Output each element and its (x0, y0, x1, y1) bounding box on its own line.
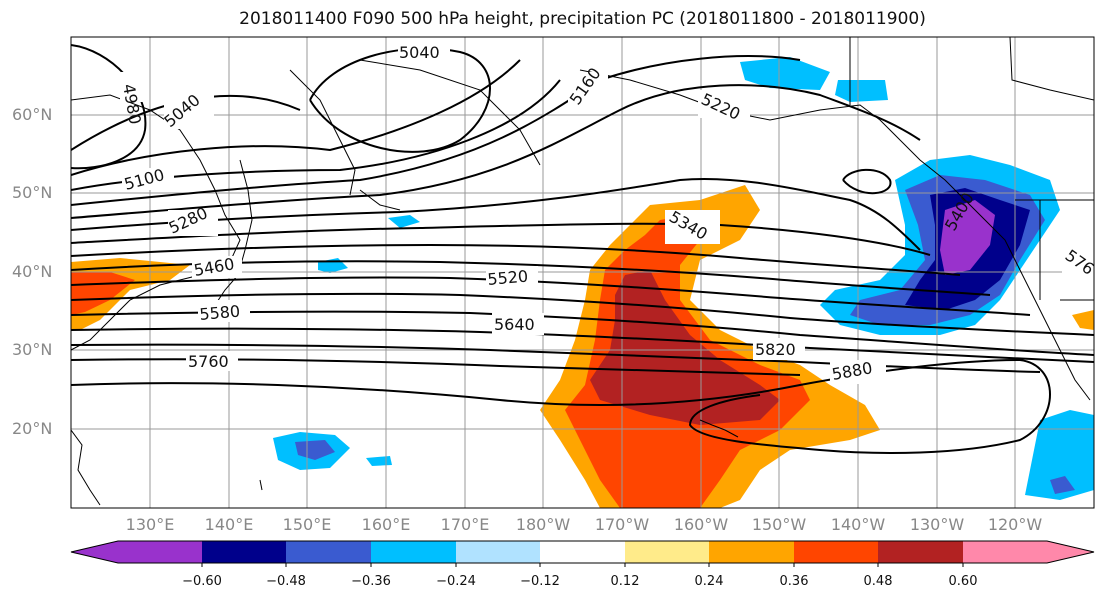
contour-label: 5040 (399, 43, 440, 62)
lon-label: 150°E (282, 515, 332, 534)
lon-label: 170°E (440, 515, 490, 534)
colorbar-segment (71, 541, 202, 563)
colorbar-segment (286, 541, 371, 563)
colorbar-tick-label: 0.48 (863, 574, 893, 589)
colorbar-tick-label: −0.60 (182, 574, 222, 589)
lon-label: 150°W (751, 515, 807, 534)
lat-label: 30°N (12, 340, 53, 359)
colorbar-tick-label: 0.36 (779, 574, 809, 589)
map-title: 2018011400 F090 500 hPa height, precipit… (239, 9, 926, 29)
colorbar-segment (540, 541, 625, 563)
lon-label: 160°W (673, 515, 729, 534)
contour-label: 5760 (188, 352, 229, 371)
colorbar-segment (963, 541, 1094, 563)
contour-label: 5640 (494, 315, 535, 334)
lon-label: 140°E (204, 515, 254, 534)
colorbar-tick-label: −0.48 (266, 574, 306, 589)
height-contours (71, 44, 1094, 454)
colorbar-tick-label: −0.24 (436, 574, 476, 589)
colorbar-segment (709, 541, 794, 563)
contour-label: 5520 (487, 267, 529, 289)
lon-label: 140°W (830, 515, 886, 534)
lat-label: 50°N (12, 183, 53, 202)
colorbar-segment (625, 541, 709, 563)
map-frame (70, 36, 1095, 509)
colorbar-segment (878, 541, 963, 563)
lon-label: 160°E (361, 515, 411, 534)
colorbar-tick-label: 0.24 (694, 574, 724, 589)
lon-label: 130°E (125, 515, 175, 534)
colorbar-segment (794, 541, 878, 563)
lat-label: 60°N (12, 105, 53, 124)
colorbar-segment (371, 541, 456, 563)
colorbar-tick-label: 0.60 (948, 574, 978, 589)
colorbar-tick-label: −0.36 (351, 574, 391, 589)
colorbar-tick-label: −0.12 (520, 574, 560, 589)
colorbar-segment (456, 541, 540, 563)
lon-label: 170°W (594, 515, 650, 534)
colorbar-segment (202, 541, 286, 563)
graticule (71, 37, 1094, 508)
lon-label: 180°W (515, 515, 571, 534)
lon-label: 130°W (909, 515, 965, 534)
contour-label: 5580 (199, 302, 241, 324)
contour-label: 5820 (755, 340, 796, 359)
lon-label: 120°W (987, 515, 1043, 534)
lat-label: 20°N (12, 419, 53, 438)
positive-anomaly-region (71, 185, 1094, 508)
contour-labels: 4980 5040 5040 5100 5160 5220 5280 5340 … (119, 42, 1094, 384)
colorbar (70, 540, 1095, 567)
colorbar-tick-label: 0.12 (610, 574, 640, 589)
lat-label: 40°N (12, 262, 53, 281)
